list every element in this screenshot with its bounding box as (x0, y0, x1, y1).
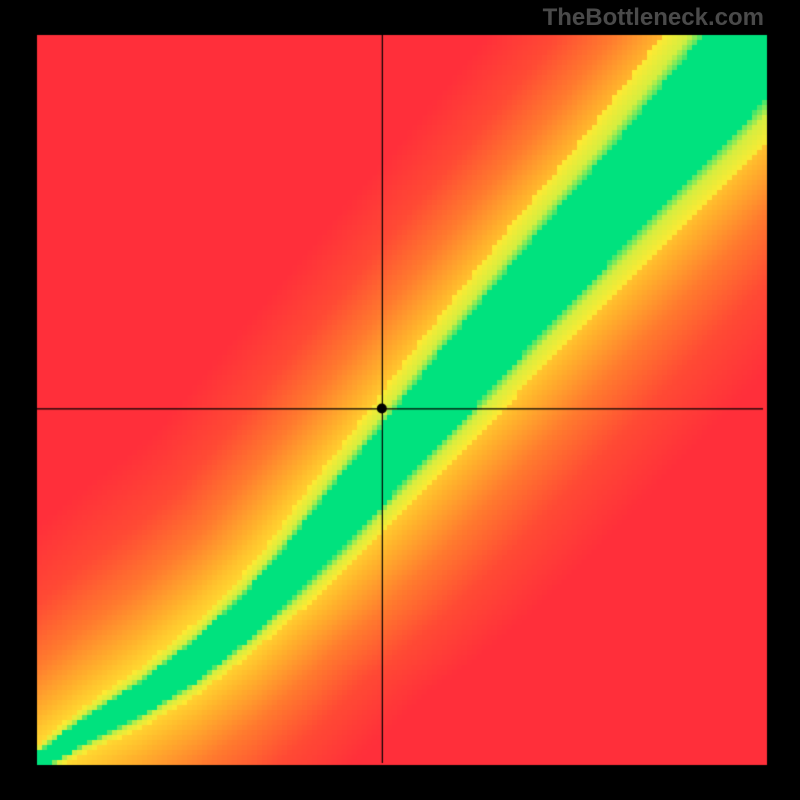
watermark-text: TheBottleneck.com (543, 4, 764, 32)
bottleneck-heatmap (0, 0, 800, 800)
